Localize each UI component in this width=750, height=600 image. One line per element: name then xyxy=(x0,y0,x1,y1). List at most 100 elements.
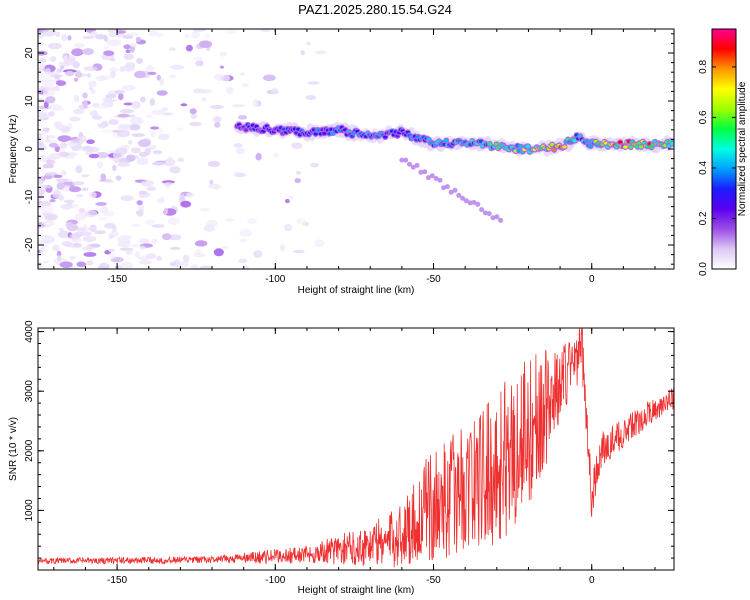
noise-blob xyxy=(83,224,88,232)
noise-blob xyxy=(163,207,168,215)
noise-blob xyxy=(173,259,181,268)
noise-blob xyxy=(139,96,146,103)
noise-blob xyxy=(148,30,159,37)
secondary-trace-blob xyxy=(456,192,462,198)
noise-blob xyxy=(60,204,73,210)
noise-blob xyxy=(70,238,82,243)
noise-blob xyxy=(315,50,327,55)
y-tick-label: 3000 xyxy=(24,380,35,403)
secondary-trace-blob xyxy=(479,207,485,213)
noise-blob xyxy=(117,113,130,118)
ridge-core xyxy=(243,128,249,132)
noise-blob xyxy=(137,203,145,212)
noise-blob xyxy=(42,260,50,264)
noise-blob xyxy=(84,209,98,218)
noise-blob xyxy=(88,153,99,159)
noise-blob xyxy=(41,78,54,85)
noise-blob xyxy=(300,50,305,56)
noise-blob xyxy=(87,73,91,78)
y-tick-label: 2000 xyxy=(24,439,35,462)
noise-blob xyxy=(109,230,119,238)
noise-blob xyxy=(125,247,133,255)
noise-blob xyxy=(263,74,276,82)
noise-blob xyxy=(104,222,116,229)
noise-blob xyxy=(75,165,83,174)
noise-blob xyxy=(272,152,279,159)
noise-blob xyxy=(169,74,176,79)
noise-blob xyxy=(151,238,158,244)
noise-blob xyxy=(82,35,95,40)
secondary-trace-blob xyxy=(403,157,409,163)
noise-blob xyxy=(240,72,246,76)
snr-series-line xyxy=(38,328,674,568)
noise-blob xyxy=(108,252,116,260)
noise-blob xyxy=(81,187,89,192)
noise-blob xyxy=(152,150,163,155)
noise-blob xyxy=(108,248,115,253)
noise-blob xyxy=(64,57,77,65)
noise-blob xyxy=(58,230,70,239)
noise-blob xyxy=(42,220,55,227)
noise-blob xyxy=(159,77,165,86)
noise-blob xyxy=(136,210,144,217)
noise-blob xyxy=(80,174,90,178)
noise-blob xyxy=(38,132,42,139)
noise-blob xyxy=(90,110,98,117)
noise-blob xyxy=(150,126,160,130)
noise-blob xyxy=(146,64,154,72)
noise-blob xyxy=(139,245,146,250)
noise-blob xyxy=(148,145,157,150)
noise-blob xyxy=(168,234,182,241)
noise-blob xyxy=(158,127,164,134)
noise-blob xyxy=(45,68,51,74)
noise-blob xyxy=(76,134,87,143)
noise-blob xyxy=(199,207,211,212)
noise-blob xyxy=(99,206,109,215)
noise-blob xyxy=(39,201,51,207)
noise-blob xyxy=(38,58,47,63)
noise-blob xyxy=(40,234,54,242)
noise-blob xyxy=(38,240,46,245)
noise-blob xyxy=(83,66,98,72)
noise-blob xyxy=(190,113,197,120)
snr-panel: -150 -100 -50 0 1000 2000 3000 4000 Height of s… xyxy=(8,320,675,596)
noise-blob xyxy=(307,81,320,85)
spectrogram-frame xyxy=(37,28,675,270)
noise-blob xyxy=(78,208,86,214)
noise-blob xyxy=(108,119,119,126)
x-tick-label: -150 xyxy=(107,274,127,285)
noise-blob xyxy=(74,212,86,221)
noise-blob xyxy=(131,101,141,109)
noise-blob xyxy=(134,70,146,79)
noise-blob xyxy=(163,182,174,186)
noise-blob xyxy=(185,192,194,199)
colorbar-frame xyxy=(711,28,737,270)
noise-blob xyxy=(130,46,135,53)
noise-blob xyxy=(126,154,136,162)
noise-blob xyxy=(225,218,235,222)
noise-blob xyxy=(72,242,82,248)
noise-blob xyxy=(149,98,156,106)
noise-blob xyxy=(59,142,68,150)
noise-blob xyxy=(46,159,56,165)
noise-blob xyxy=(136,157,149,166)
noise-blob xyxy=(189,121,202,127)
noise-blob xyxy=(114,90,126,94)
noise-blob xyxy=(127,32,139,36)
spectrogram-xlabel: Height of straight line (km) xyxy=(298,285,415,296)
secondary-trace-blob xyxy=(422,169,428,175)
noise-blob xyxy=(179,193,185,202)
noise-blob xyxy=(72,108,85,115)
noise-blob xyxy=(199,265,212,269)
noise-blob xyxy=(39,185,53,189)
noise-blob xyxy=(302,221,309,227)
noise-blob xyxy=(104,180,115,184)
noise-blob xyxy=(309,163,319,168)
noise-blob xyxy=(138,238,150,244)
noise-blob xyxy=(117,235,131,243)
noise-blob xyxy=(91,115,103,120)
noise-blob xyxy=(101,129,115,133)
secondary-trace-blob xyxy=(410,164,416,170)
noise-blob xyxy=(130,117,144,125)
